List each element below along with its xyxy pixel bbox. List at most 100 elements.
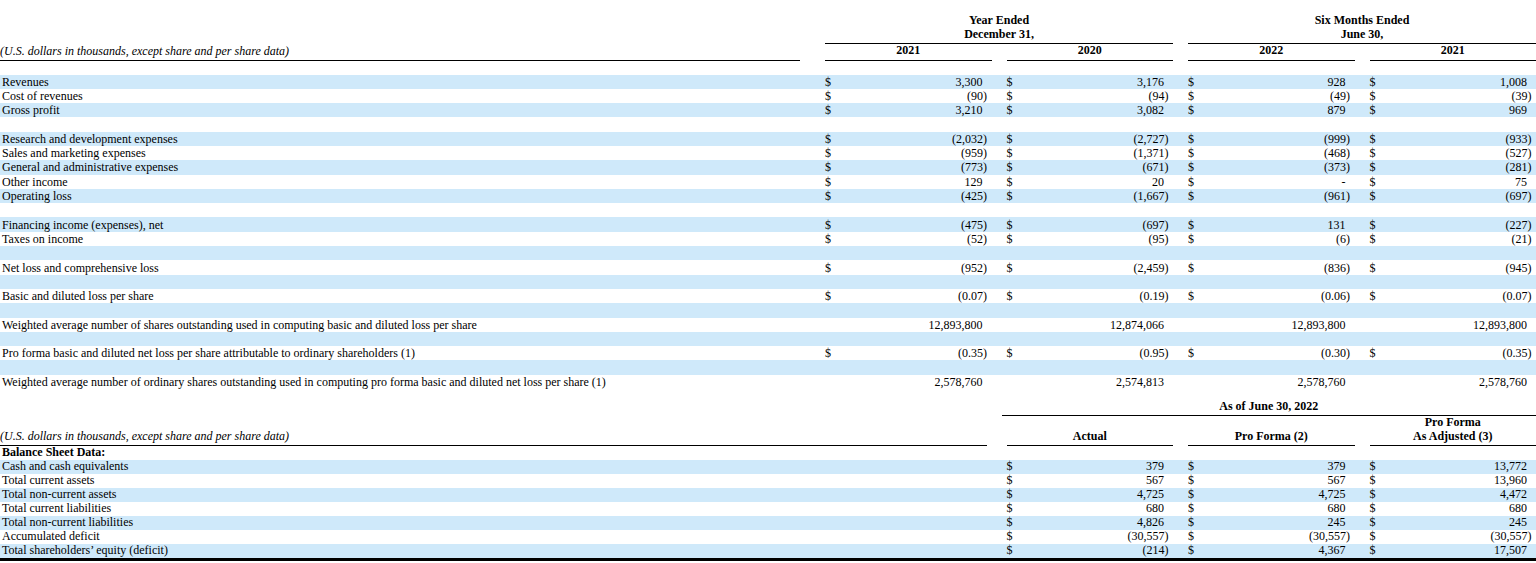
amount: 680 bbox=[1146, 502, 1164, 516]
cell-value: $13,960 bbox=[1355, 474, 1536, 488]
row-label: Cost of revenues bbox=[0, 89, 810, 103]
units-note-cell: (U.S. dollars in thousands, except share… bbox=[0, 0, 810, 61]
balance-sheet-rows: Balance Sheet Data:Cash and cash equival… bbox=[0, 446, 1536, 559]
row-label bbox=[0, 360, 810, 374]
amount: 879 bbox=[1328, 103, 1346, 117]
amount: 12,893,800 bbox=[1292, 318, 1346, 332]
dollar-sign: $ bbox=[1370, 474, 1376, 488]
dollar-sign: $ bbox=[1188, 488, 1194, 502]
spacer-row bbox=[0, 360, 1536, 374]
amount: 20 bbox=[1152, 175, 1164, 189]
year-ended-group-title: Year Ended December 31, bbox=[825, 14, 1173, 44]
column-header-2021: 2021 bbox=[810, 44, 992, 61]
dollar-sign: $ bbox=[825, 175, 831, 189]
cell-value: $245 bbox=[1355, 516, 1536, 530]
dollar-sign: $ bbox=[1007, 89, 1013, 103]
dollar-sign: $ bbox=[1188, 160, 1194, 174]
row-label: Revenues bbox=[0, 75, 810, 89]
row-label: Financing income (expenses), net bbox=[0, 217, 810, 231]
cell-value: $379 bbox=[992, 460, 1174, 474]
amount: 567 bbox=[1328, 474, 1346, 488]
cell-value: $(94) bbox=[992, 89, 1174, 103]
cell-value: $(214) bbox=[992, 544, 1174, 559]
cell-value: 2,578,760 bbox=[1355, 375, 1536, 389]
cell-value: $75 bbox=[1355, 175, 1536, 189]
amount: (0.35) bbox=[1503, 346, 1532, 360]
dollar-sign: $ bbox=[825, 232, 831, 246]
amount: (30,557) bbox=[1128, 530, 1169, 544]
table-row: Gross profit$3,210$3,082$879$969 bbox=[0, 103, 1536, 117]
dollar-sign: $ bbox=[1188, 460, 1194, 474]
dollar-sign: $ bbox=[1007, 189, 1013, 203]
header-gap-row bbox=[0, 61, 1536, 75]
cell-value: $(773) bbox=[810, 160, 992, 174]
amount: 131 bbox=[1328, 218, 1346, 232]
cell-value: $(959) bbox=[810, 146, 992, 160]
cell-value: $379 bbox=[1173, 460, 1355, 474]
row-label: Total current liabilities bbox=[0, 502, 992, 516]
scenario-label: Pro Forma As Adjusted (3) bbox=[1370, 416, 1536, 446]
amount: 4,367 bbox=[1319, 544, 1346, 558]
cell-value: $(30,557) bbox=[1355, 530, 1536, 544]
row-label: Cash and cash equivalents bbox=[0, 460, 992, 474]
dollar-sign: $ bbox=[1370, 75, 1376, 89]
units-note: (U.S. dollars in thousands, except share… bbox=[0, 429, 289, 443]
cell-value bbox=[992, 203, 1174, 217]
spacer-row bbox=[0, 275, 1536, 289]
amount: (30,557) bbox=[1491, 530, 1532, 544]
amount: (21) bbox=[1512, 232, 1532, 246]
amount: (468) bbox=[1324, 146, 1350, 160]
cell-value: 12,874,066 bbox=[992, 318, 1174, 332]
dollar-sign: $ bbox=[1188, 502, 1194, 516]
amount: (30,557) bbox=[1309, 530, 1350, 544]
amount: 2,578,760 bbox=[935, 375, 983, 389]
dollar-sign: $ bbox=[825, 261, 831, 275]
cell-value bbox=[810, 117, 992, 131]
amount: (933) bbox=[1506, 132, 1532, 146]
amount: 4,725 bbox=[1137, 488, 1164, 502]
cell-value bbox=[810, 203, 992, 217]
cell-value: 2,574,813 bbox=[992, 375, 1174, 389]
amount: (95) bbox=[1149, 232, 1169, 246]
dollar-sign: $ bbox=[1370, 132, 1376, 146]
amount: (697) bbox=[1143, 218, 1169, 232]
cell-value: $131 bbox=[1173, 217, 1355, 231]
cell-value: $(0.30) bbox=[1173, 346, 1355, 360]
cell-value bbox=[1173, 446, 1355, 460]
table-row: Basic and diluted loss per share$(0.07)$… bbox=[0, 289, 1536, 303]
dollar-sign: $ bbox=[825, 103, 831, 117]
cell-value: $(90) bbox=[810, 89, 992, 103]
row-label: Total current assets bbox=[0, 474, 992, 488]
cell-value bbox=[1355, 446, 1536, 460]
row-label: Other income bbox=[0, 175, 810, 189]
dollar-sign: $ bbox=[1007, 502, 1013, 516]
as-of-group-header: As of June 30, 2022 bbox=[992, 399, 1536, 416]
dollar-sign: $ bbox=[1007, 488, 1013, 502]
cell-value bbox=[810, 275, 992, 289]
dollar-sign: $ bbox=[1188, 103, 1194, 117]
dollar-sign: $ bbox=[1188, 261, 1194, 275]
cell-value: 12,893,800 bbox=[810, 318, 992, 332]
six-months-group-title: Six Months Ended June 30, bbox=[1188, 14, 1536, 44]
cell-value: $(836) bbox=[1173, 260, 1355, 274]
amount: (49) bbox=[1330, 89, 1350, 103]
year-label: 2022 bbox=[1188, 44, 1355, 61]
dollar-sign: $ bbox=[1188, 474, 1194, 488]
row-label: Total shareholders’ equity (deficit) bbox=[0, 544, 992, 559]
amount: 1,008 bbox=[1500, 75, 1527, 89]
amount: (959) bbox=[961, 146, 987, 160]
dollar-sign: $ bbox=[1188, 232, 1194, 246]
amount: (952) bbox=[961, 261, 987, 275]
dollar-sign: $ bbox=[1007, 530, 1013, 544]
amount: (39) bbox=[1512, 89, 1532, 103]
dollar-sign: $ bbox=[1370, 146, 1376, 160]
cell-value: $(49) bbox=[1173, 89, 1355, 103]
amount: 13,772 bbox=[1494, 460, 1527, 474]
cell-value: $567 bbox=[1173, 474, 1355, 488]
cell-value: $ (30,557) bbox=[992, 530, 1174, 544]
year-label: 2020 bbox=[1007, 44, 1174, 61]
cell-value bbox=[992, 332, 1174, 346]
cell-value: $4,725 bbox=[1173, 488, 1355, 502]
amount: 379 bbox=[1146, 460, 1164, 474]
spacer-row bbox=[0, 246, 1536, 260]
